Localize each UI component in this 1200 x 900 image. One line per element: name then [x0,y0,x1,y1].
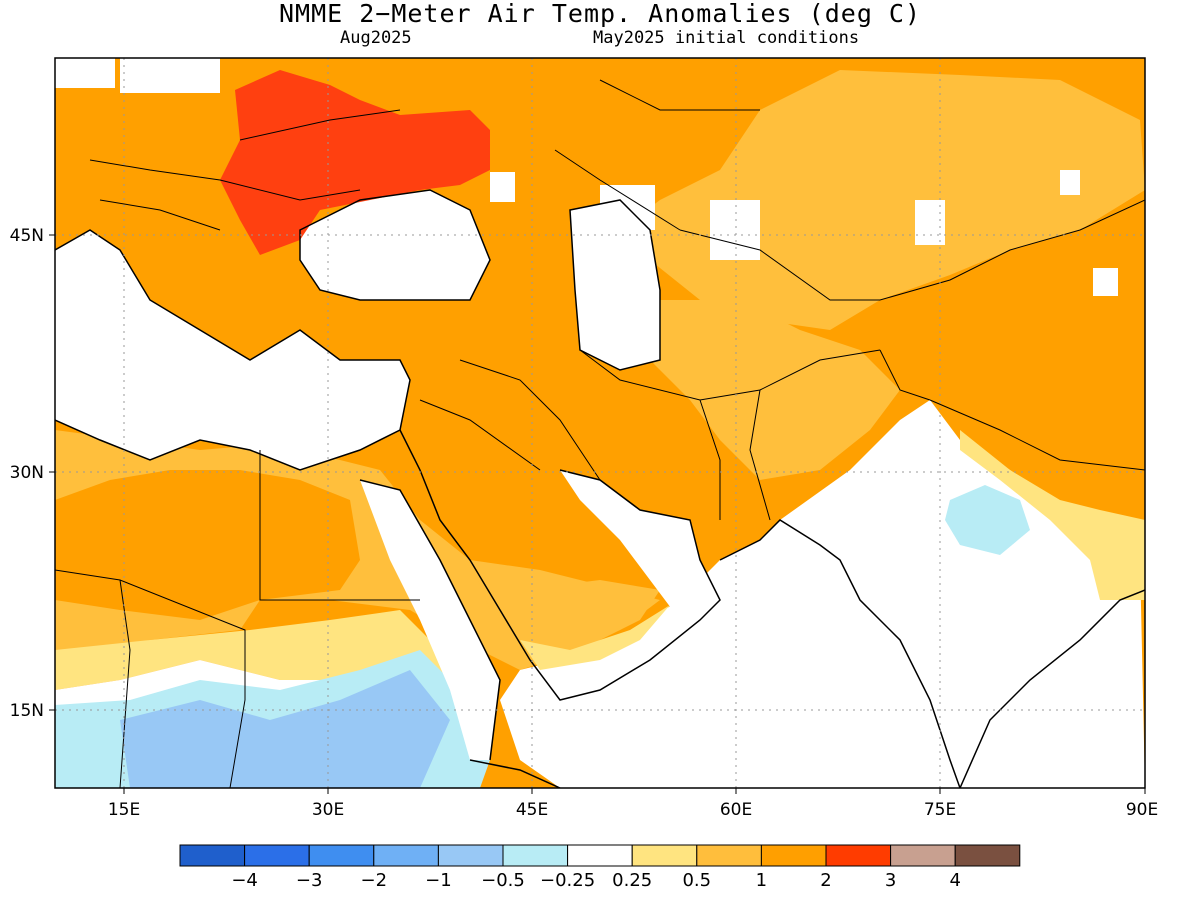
colorbar-swatch [760,844,827,867]
colorbar-tick-label: 4 [949,870,960,891]
anomaly-region-sahel [55,610,460,690]
valid-month-label: Aug2025 [340,28,412,48]
map-title: NMME 2−Meter Air Temp. Anomalies (deg C) [278,0,922,28]
colorbar-tick-label: 2 [820,870,831,891]
colorbar-swatch [696,844,762,867]
map-frame [54,57,1146,789]
colorbar-tick-label: −0.25 [540,870,595,891]
no-data-patch [1093,268,1118,296]
anomaly-region-kazakhstan [620,70,1145,330]
red-sea [360,480,500,760]
anomaly-region-india-fringe [960,430,1145,600]
coastlines [55,189,1145,788]
colorbar-tick-label: −3 [296,870,323,891]
colorbar-tick-label: 1 [756,870,767,891]
colorbar-swatch [567,844,633,867]
longitude-labels: 15E 30E 45E 60E 75E 90E [108,800,1158,820]
colorbar-tick-label: 0.25 [612,870,652,891]
lon-label: 15E [108,800,140,820]
no-data-patch [915,200,945,245]
lon-label: 30E [312,800,344,820]
anomaly-region-north-africa [55,470,360,620]
colorbar-swatch [244,844,310,867]
no-data-patch [1060,170,1080,195]
persian-gulf [560,470,720,620]
colorbar-tick-label: −0.5 [481,870,525,891]
lat-label: 15N [10,701,44,721]
lat-label: 45N [10,226,44,246]
lon-label: 90E [1126,800,1158,820]
colorbar-swatch [502,844,569,867]
black-sea [300,190,490,300]
latitude-labels: 45N 30N 15N [10,226,44,721]
colorbar-swatch [890,844,956,867]
axis-ticks [49,234,1146,794]
colorbar-swatch [437,844,504,867]
caspian-sea [570,200,660,370]
lon-label: 60E [720,800,752,820]
anomaly-region-cool [120,670,450,788]
anomaly-region-india-cool [945,485,1030,555]
anomaly-region-arabia-south [520,605,670,670]
colorbar-tick-label: 3 [885,870,896,891]
colorbar-swatch [825,844,892,867]
colorbar-swatch [373,844,439,867]
colorbar-swatch [179,844,246,867]
no-data-patch [710,200,760,260]
anomaly-region-arabia [470,560,660,650]
colorbar-tick-label: −2 [361,870,388,891]
anomaly-region-ukraine-hot [220,70,490,255]
graticule [55,58,1145,788]
no-data-patch [490,172,515,202]
colorbar-tick-label: −4 [231,870,258,891]
lon-label: 45E [516,800,548,820]
no-data-patch [120,58,220,93]
colorbar-tick-label: −1 [425,870,452,891]
country-borders [55,79,1145,788]
lat-label: 30N [10,463,44,483]
colorbar: −4 −3 −2 −1 −0.5 −0.25 0.25 0.5 1 2 3 4 [179,844,1021,891]
colorbar-swatch [631,844,698,867]
colorbar-swatch [308,844,375,867]
no-data-patch [55,58,115,88]
colorbar-tick-label: 0.5 [682,870,711,891]
colorbar-swatch [954,844,1021,867]
map-plot-area [55,58,1145,788]
initial-conditions-label: May2025 initial conditions [593,28,860,48]
lon-label: 75E [924,800,956,820]
anomaly-region-pakistan [650,300,900,480]
